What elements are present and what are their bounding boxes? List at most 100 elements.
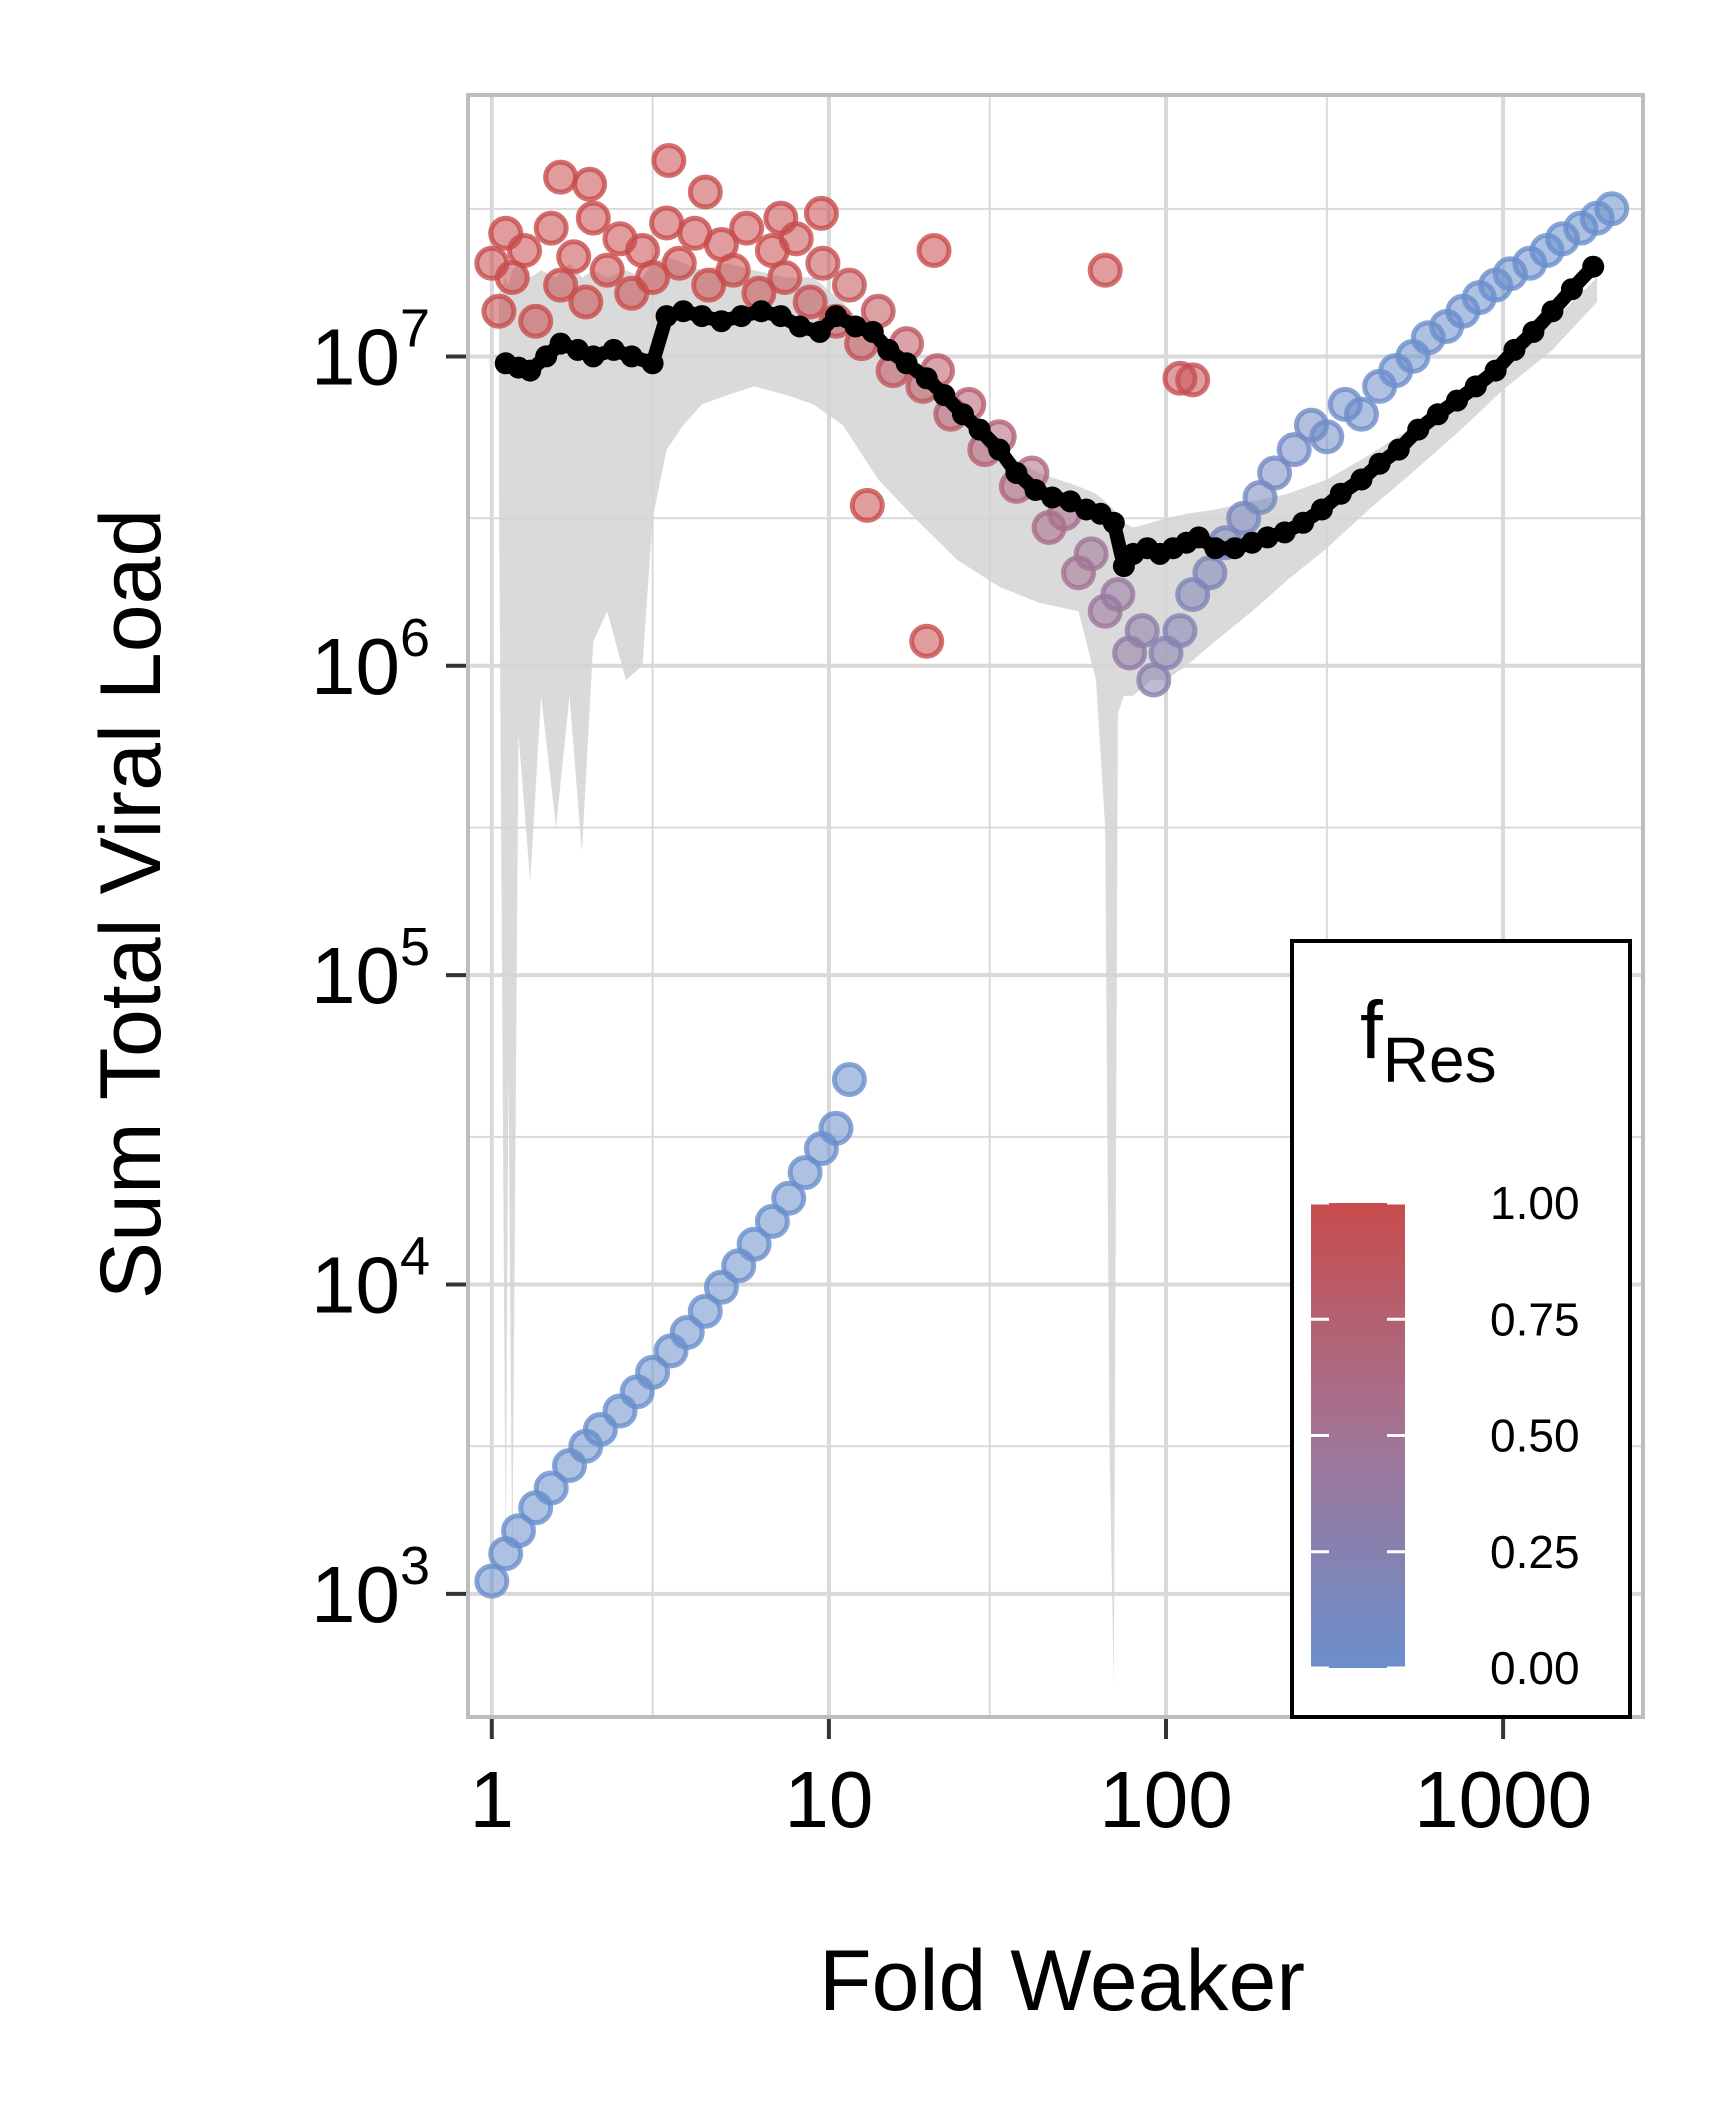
- y-tick-exponent: 5: [400, 917, 430, 977]
- outlier-point: [916, 233, 952, 268]
- y-tick-exponent: 4: [400, 1227, 430, 1287]
- median-point: [1446, 389, 1468, 412]
- data-point: [1162, 613, 1198, 649]
- outlier-point: [651, 143, 687, 178]
- data-point: [1124, 613, 1160, 649]
- median-point: [1426, 403, 1449, 426]
- median-point: [895, 352, 918, 375]
- y-tick-label: 104: [311, 1227, 430, 1330]
- median-point: [549, 332, 572, 355]
- median-point: [861, 320, 884, 343]
- legend-title-sub: Res: [1383, 1024, 1497, 1096]
- y-tick-base: 10: [311, 931, 400, 1020]
- median-point: [844, 315, 867, 338]
- data-point: [736, 1226, 772, 1262]
- data-point: [474, 1563, 510, 1599]
- data-point: [792, 284, 828, 320]
- legend-tick-label: 1.00: [1490, 1177, 1580, 1229]
- outlier-point: [849, 487, 885, 523]
- median-line-layer: [494, 255, 1605, 578]
- median-point: [988, 438, 1011, 461]
- median-point: [1024, 479, 1047, 501]
- data-point: [635, 1354, 671, 1390]
- median-point: [641, 352, 664, 375]
- data-point: [767, 260, 803, 295]
- y-tick-label: 106: [311, 608, 430, 711]
- y-tick-base: 10: [311, 622, 400, 711]
- median-point: [620, 345, 643, 368]
- median-point: [1368, 452, 1391, 475]
- median-point: [602, 338, 625, 361]
- median-point: [825, 305, 847, 328]
- outlier-point: [543, 159, 579, 195]
- median-point: [933, 384, 956, 407]
- data-point: [635, 260, 671, 295]
- median-point: [1464, 375, 1487, 398]
- data-point: [556, 239, 592, 275]
- y-tick-exponent: 6: [400, 608, 430, 668]
- median-point: [1407, 418, 1430, 441]
- data-point: [507, 233, 542, 268]
- legend-tick-label: 0.00: [1490, 1642, 1580, 1694]
- median-point: [1484, 359, 1507, 382]
- x-axis-title: Fold Weaker: [819, 1933, 1305, 2029]
- median-point: [1329, 482, 1352, 505]
- median-point: [1522, 320, 1545, 343]
- data-point: [687, 1293, 723, 1329]
- median-point: [1041, 486, 1064, 509]
- median-point: [1256, 526, 1279, 549]
- data-point: [661, 245, 697, 281]
- y-tick-base: 10: [311, 1241, 400, 1330]
- data-point: [754, 1203, 790, 1239]
- median-point: [1292, 511, 1315, 534]
- outlier-point: [1175, 362, 1211, 398]
- data-point: [1276, 432, 1312, 468]
- median-point: [1387, 438, 1410, 461]
- data-point: [1073, 536, 1109, 572]
- median-point: [808, 320, 831, 343]
- median-point: [655, 305, 678, 328]
- data-point: [1257, 455, 1293, 491]
- median-point: [710, 310, 733, 333]
- median-point: [788, 315, 811, 338]
- median-point: [1005, 462, 1028, 484]
- x-tick-label: 1: [470, 1755, 515, 1844]
- data-point: [831, 1062, 867, 1097]
- median-point: [968, 418, 991, 441]
- legend-tick-label: 0.75: [1490, 1293, 1580, 1345]
- data-point: [501, 1513, 536, 1549]
- legend-tick-label: 0.50: [1490, 1410, 1580, 1462]
- data-point: [649, 205, 685, 241]
- y-tick-base: 10: [311, 1550, 400, 1639]
- data-point: [831, 267, 867, 303]
- data-point: [533, 1470, 569, 1506]
- outlier-point: [763, 200, 799, 236]
- x-tick-label: 100: [1099, 1755, 1232, 1844]
- median-point: [1273, 521, 1296, 544]
- x-tick-label: 10: [784, 1755, 873, 1844]
- median-point: [1187, 526, 1210, 549]
- data-point: [860, 293, 896, 329]
- data-point: [543, 267, 579, 303]
- data-point: [533, 210, 569, 246]
- data-point: [691, 267, 727, 303]
- median-point: [769, 305, 792, 328]
- data-point: [589, 252, 625, 288]
- data-point: [805, 245, 841, 281]
- legend-title: fRes: [1360, 985, 1497, 1096]
- data-point: [818, 1110, 854, 1146]
- y-tick-label: 103: [311, 1536, 430, 1639]
- median-point: [1310, 498, 1333, 521]
- data-point: [518, 303, 554, 339]
- median-point: [1223, 537, 1246, 560]
- median-point: [582, 345, 605, 368]
- plot-panel: [466, 93, 1645, 1719]
- median-point: [915, 367, 938, 390]
- median-point: [877, 338, 900, 361]
- x-tick-label: 1000: [1414, 1755, 1592, 1844]
- data-point: [481, 293, 517, 329]
- data-point: [1594, 191, 1630, 227]
- median-point: [1204, 537, 1227, 560]
- data-point: [1100, 577, 1136, 612]
